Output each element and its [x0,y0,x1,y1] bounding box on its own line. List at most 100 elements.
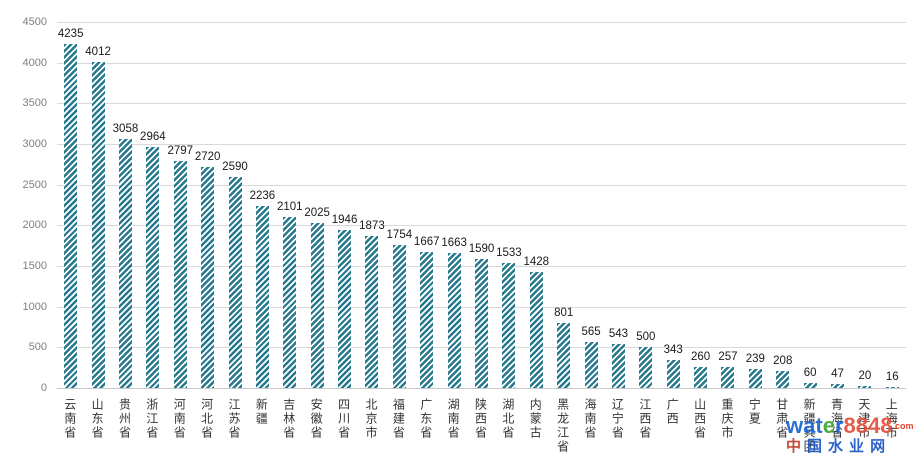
bar-value-label: 1663 [441,236,467,249]
bar-value-label: 2025 [304,207,330,220]
bar [721,367,735,388]
bar [283,217,297,388]
x-axis-label: 湖南省 [446,398,461,440]
bar [201,166,215,388]
bar [447,252,461,388]
gridline [57,184,906,186]
bar [255,206,269,388]
bar [64,43,78,388]
bar-value-label: 1946 [331,213,358,226]
y-axis-tick-label: 500 [28,341,47,354]
x-axis-label: 吉林省 [281,398,296,440]
bar [146,146,160,388]
x-axis-label: 辽宁省 [610,398,625,440]
x-axis-label: 山东省 [90,398,105,440]
x-axis-label: 山西省 [692,398,707,440]
bar [694,366,708,388]
bar-value-label: 1667 [413,236,440,249]
bar-value-label: 1428 [523,255,550,268]
bar [420,252,434,388]
bar [173,160,187,388]
bar [557,322,571,388]
gridline [57,225,906,227]
bar-value-label: 16 [885,370,899,383]
y-axis-tick-label: 2000 [22,219,47,232]
x-axis-label: 浙江省 [144,398,159,440]
bar [666,360,680,388]
gridline [57,62,906,64]
bar-value-label: 1590 [468,242,495,255]
bar-value-label: 801 [554,306,574,319]
bar-value-label: 239 [745,352,765,365]
watermark-site-char: 业 [849,438,871,455]
x-axis-label: 青海省 [829,398,844,440]
bar-value-label: 2236 [249,190,276,203]
y-axis-tick-label: 2500 [22,178,47,191]
bar-value-label: 208 [773,355,793,368]
bar [365,235,379,388]
bar-value-label: 257 [718,351,738,364]
y-axis-tick-label: 4000 [22,56,47,69]
bar-value-label: 1873 [359,219,385,232]
bar-value-label: 2590 [222,161,248,174]
bar [91,61,105,388]
x-axis-label: 四川省 [336,398,351,440]
y-axis-tick-label: 0 [40,382,47,394]
watermark-site-char: 网 [870,438,892,455]
bar [858,386,872,388]
bar-value-label: 2101 [276,201,303,214]
gridline [57,103,906,105]
x-axis-label: 河北省 [199,398,214,440]
bar-value-label: 1754 [386,229,413,242]
bar [228,177,242,388]
bar [502,263,516,388]
bar [310,223,324,388]
bar-value-label: 20 [858,370,872,383]
x-axis-label: 海南省 [583,398,598,440]
bar-value-label: 4235 [57,27,84,40]
bar-value-label: 3058 [112,123,139,136]
x-axis-label: 陕西省 [473,398,488,440]
bar-value-label: 60 [803,367,817,380]
x-axis-label: 甘肃省 [774,398,789,440]
bar-value-label: 565 [581,326,601,339]
x-axis-label: 内蒙古 [528,398,543,440]
bar [338,229,352,388]
bar-value-label: 1533 [496,247,522,260]
x-axis-label: 天津市 [856,398,871,440]
bar-value-label: 500 [636,331,656,344]
x-axis-label: 宁夏 [747,398,762,426]
x-axis-label: 广东省 [418,398,433,440]
x-axis-label: 云南省 [62,398,77,440]
bar-value-label: 4012 [85,45,111,58]
bar-value-label: 2797 [167,144,194,157]
bar-value-label: 47 [831,368,844,381]
gridline [57,22,906,23]
bar [118,139,132,388]
bar [831,384,845,388]
gridline [57,388,906,389]
bar [584,342,598,388]
x-axis-label: 重庆市 [719,398,734,440]
bar [885,386,899,388]
x-axis-label: 贵州省 [117,398,132,440]
x-axis-label: 广西 [665,398,680,426]
x-axis-label: 河南省 [172,398,187,440]
x-axis-label: 江西省 [637,398,652,440]
bar [392,245,406,388]
x-axis-label: 新疆兵团 [802,398,817,454]
gridline [57,144,906,145]
y-axis-tick-label: 1000 [22,300,47,313]
bar-value-label: 2720 [194,150,221,163]
x-axis-label: 福建省 [391,398,406,440]
x-axis-label: 黑龙江省 [555,398,570,454]
bar [748,368,762,388]
y-axis-tick-label: 3500 [22,97,47,110]
x-axis-label: 北京市 [363,398,378,440]
y-axis-tick-label: 4500 [22,16,47,28]
bar-value-label: 343 [663,344,683,357]
x-axis-label: 湖北省 [500,398,515,440]
bar [611,343,625,388]
y-axis-tick-label: 1500 [22,260,47,272]
